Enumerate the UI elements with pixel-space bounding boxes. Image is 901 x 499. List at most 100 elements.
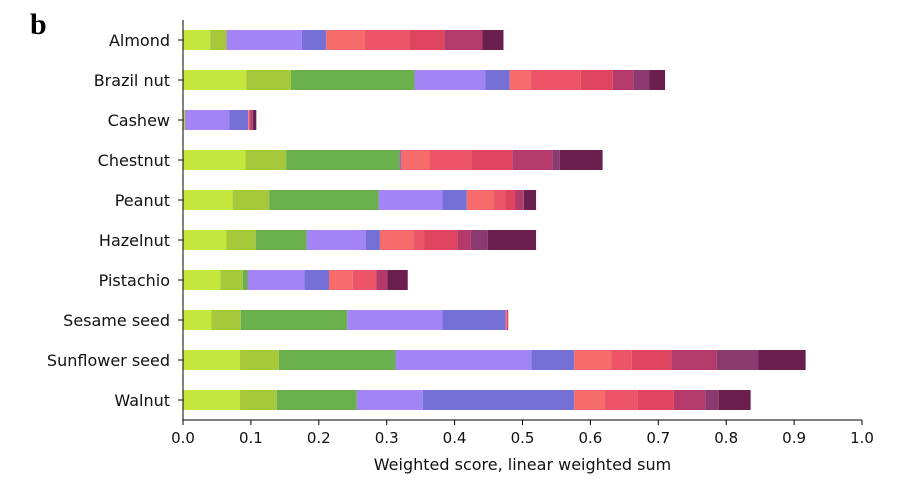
x-axis-title: Weighted score, linear weighted sum [374,455,671,474]
bar-segment [673,390,706,410]
bar-segment [365,230,380,250]
bar-segment [506,310,508,330]
x-tick-label: 0.3 [375,429,399,447]
category-label: Walnut [114,391,170,410]
bar-segment [183,70,247,90]
bar-group [183,30,806,410]
panel-label: b [30,8,47,41]
bar-segment [631,350,672,370]
bar-segment [512,150,553,170]
bar-segment [442,190,467,210]
x-tick-label: 0.0 [171,429,195,447]
category-label: Pistachio [99,271,170,290]
bar-segment [611,350,632,370]
bar-segment [466,190,494,210]
bar-segment [429,150,472,170]
bar-segment [364,30,410,50]
category-labels: Almond Brazil nut Cashew Chestnut Peanut Haze… [47,31,183,410]
bar-segment [523,190,524,210]
bar-segment [269,190,379,210]
bar-segment [252,110,253,130]
bar-segment [559,150,603,170]
x-tick-label: 0.7 [646,429,670,447]
bar-segment [705,390,719,410]
bar-segment [409,30,445,50]
bar-segment [183,190,233,210]
x-tick-label: 0.5 [511,429,535,447]
category-label: Sesame seed [63,311,170,330]
bar-segment [457,230,471,250]
bar-segment [352,270,377,290]
bar-segment [304,270,329,290]
bar-segment [183,270,221,290]
bar-segment [530,70,581,90]
bar-segment [248,110,249,130]
x-tick-label: 0.9 [782,429,806,447]
category-label: Hazelnut [99,231,170,250]
bar-segment [509,70,531,90]
bar-segment [671,350,717,370]
bar-segment [507,310,509,330]
bar-segment [505,190,516,210]
bar-segment [395,350,532,370]
bar-segment [252,110,257,130]
x-tick-label: 0.4 [443,429,467,447]
x-tick-label: 1.0 [850,429,874,447]
bar-segment [485,70,510,90]
bar-segment [506,310,507,330]
bar-segment [376,270,388,290]
bar-segment [226,230,256,250]
bar-segment [183,30,211,50]
bar-segment [249,110,251,130]
bar-segment [531,350,575,370]
bar-segment [184,110,186,130]
bar-segment [413,230,425,250]
x-tick-label: 0.8 [714,429,738,447]
bar-segment [505,310,507,330]
bar-segment [328,270,353,290]
bar-segment [552,150,560,170]
bar-segment [482,30,504,50]
x-tick-label: 0.6 [578,429,602,447]
bar-segment [515,190,524,210]
bar-segment [612,70,634,90]
bar-segment [290,70,415,90]
bar-segment [183,350,241,370]
bar-segment [487,230,537,250]
bar-segment [387,270,408,290]
category-label: Sunflower seed [47,351,170,370]
bar-segment [414,70,486,90]
bar-segment [220,270,243,290]
bar-segment [356,390,423,410]
bar-segment [286,150,400,170]
bar-segment [240,390,277,410]
bar-segment [246,70,291,90]
bar-segment [580,70,613,90]
category-label: Cashew [108,111,170,130]
bar-segment [347,310,443,330]
bar-segment [306,230,366,250]
bar-segment [379,230,414,250]
bar-segment [229,110,249,130]
category-label: Chestnut [98,151,170,170]
x-tick-label: 0.1 [239,429,263,447]
bar-segment [185,110,230,130]
bar-segment [422,390,575,410]
category-label: Peanut [115,191,170,210]
bar-segment [226,30,302,50]
bar-segment [649,70,666,90]
bar-segment [718,390,751,410]
bar-segment [211,310,241,330]
bar-segment [276,390,357,410]
bar-segment [574,390,605,410]
bar-segment [471,150,513,170]
bar-segment [278,350,396,370]
x-axis: 0.0 0.1 0.2 0.3 0.4 0.5 0.6 0.7 0.8 0.9 1.0 [171,20,874,447]
bar-segment [255,230,307,250]
x-tick-label: 0.2 [307,429,331,447]
bar-segment [442,310,506,330]
bar-segment [633,70,650,90]
bar-segment [240,350,279,370]
bar-segment [716,350,759,370]
